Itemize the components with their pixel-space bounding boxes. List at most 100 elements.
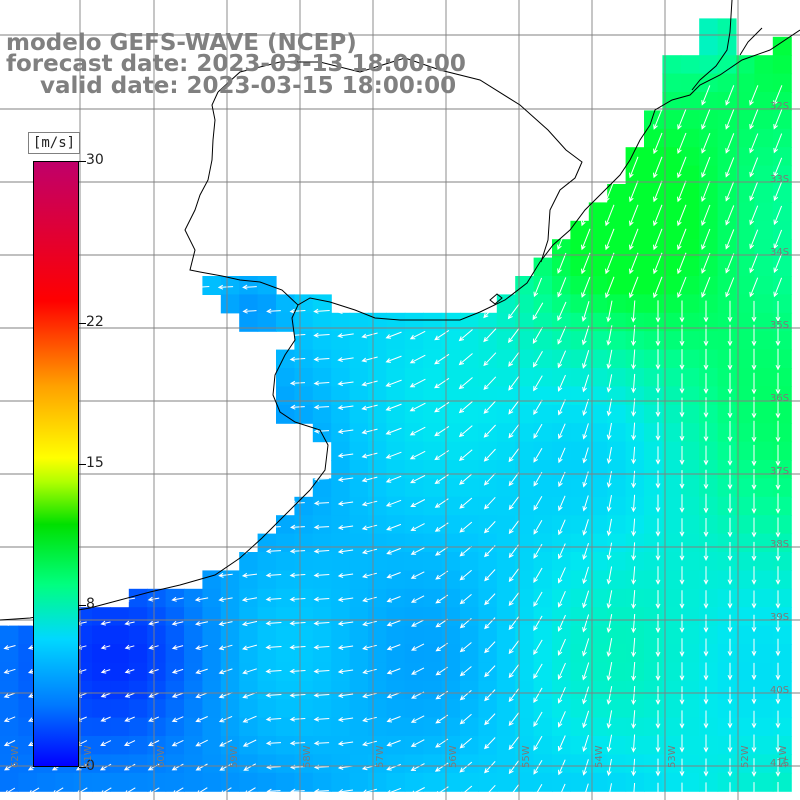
wind-arrow <box>194 597 209 602</box>
wind-speed-cell <box>644 699 663 719</box>
wind-arrow <box>386 668 401 675</box>
wind-arrow <box>751 686 757 705</box>
wind-arrow <box>581 228 591 251</box>
wind-speed-cell <box>607 423 627 443</box>
wind-speed-cell <box>386 552 406 571</box>
wind-arrow <box>703 590 709 609</box>
wind-speed-cell <box>460 607 479 627</box>
wind-speed-cell <box>515 331 535 351</box>
wind-speed-cell <box>680 184 700 203</box>
wind-speed-cell <box>570 736 590 755</box>
wind-speed-cell <box>552 257 571 277</box>
wind-arrow <box>655 566 661 585</box>
wind-arrow <box>265 716 282 722</box>
wind-arrow <box>557 277 567 298</box>
wind-speed-cell <box>699 552 719 571</box>
wind-arrow <box>361 476 378 483</box>
wind-speed-cell <box>588 533 608 553</box>
wind-speed-cell <box>736 552 755 571</box>
wind-speed-cell <box>588 588 608 608</box>
wind-speed-cell <box>644 717 663 737</box>
wind-arrow <box>313 716 330 722</box>
wind-speed-cell <box>552 404 571 424</box>
wind-arrow <box>703 373 709 395</box>
wind-speed-cell <box>772 202 792 222</box>
wind-arrow <box>582 783 589 800</box>
wind-speed-cell <box>533 588 553 608</box>
wind-speed-cell <box>460 386 479 406</box>
wind-speed-cell <box>423 349 443 369</box>
wind-arrow <box>337 524 354 530</box>
wind-speed-cell <box>331 736 351 755</box>
wind-speed-cell <box>699 73 719 93</box>
wind-arrow <box>677 228 687 251</box>
wind-speed-cell <box>294 607 314 627</box>
wind-speed-cell <box>478 607 498 627</box>
colorbar-tick-label: 22 <box>86 313 104 330</box>
wind-arrow <box>362 716 377 723</box>
wind-speed-cell <box>220 754 240 774</box>
wind-speed-cell <box>331 478 351 498</box>
wind-speed-cell <box>644 460 663 479</box>
wind-arrow <box>703 734 709 753</box>
wind-speed-cell <box>607 533 627 553</box>
wind-speed-cell <box>220 294 240 314</box>
wind-speed-cell <box>496 607 516 627</box>
wind-speed-cell <box>717 699 737 719</box>
wind-speed-cell <box>736 515 755 535</box>
wind-speed-cell <box>680 257 700 277</box>
wind-speed-cell <box>184 588 203 608</box>
wind-speed-cell <box>165 772 185 792</box>
wind-speed-cell <box>625 588 645 608</box>
wind-arrow <box>775 301 781 323</box>
wind-arrow <box>410 523 425 531</box>
wind-arrow <box>679 446 685 466</box>
wind-arrow <box>751 372 757 395</box>
wind-arrow <box>508 375 520 391</box>
wind-arrow <box>606 614 613 633</box>
wind-arrow <box>751 469 757 491</box>
wind-arrow <box>727 638 733 657</box>
wind-speed-cell <box>680 276 700 295</box>
wind-arrow <box>290 500 305 506</box>
wind-speed-cell <box>441 515 461 535</box>
wind-arrow <box>313 356 330 362</box>
wind-arrow <box>533 277 543 298</box>
wind-arrow <box>775 372 781 395</box>
wind-speed-cell <box>736 184 755 203</box>
wind-arrow <box>195 644 208 650</box>
wind-arrow <box>171 739 184 747</box>
wind-speed-cell <box>496 588 516 608</box>
wind-arrow <box>484 689 496 702</box>
wind-arrow <box>533 447 543 463</box>
wind-speed-cell <box>423 404 443 424</box>
wind-speed-cell <box>552 533 571 553</box>
wind-speed-cell <box>312 680 332 700</box>
wind-speed-cell <box>607 404 627 424</box>
wind-arrow <box>655 373 661 394</box>
wind-speed-cell <box>478 662 498 682</box>
wind-speed-cell <box>552 680 571 700</box>
wind-speed-cell <box>496 312 516 332</box>
wind-arrow <box>508 592 520 607</box>
wind-speed-cell <box>772 110 792 130</box>
wind-speed-cell <box>625 441 645 461</box>
wind-speed-cell <box>368 368 387 387</box>
wind-arrow <box>631 686 637 705</box>
wind-speed-cell <box>276 588 295 608</box>
wind-speed-cell <box>772 294 792 314</box>
wind-arrow <box>171 716 184 723</box>
wind-speed-cell <box>386 460 406 479</box>
wind-arrow <box>557 711 566 728</box>
wind-speed-cell <box>202 625 222 645</box>
wind-speed-cell <box>772 165 792 185</box>
wind-speed-cell <box>368 625 387 645</box>
latitude-label: 32S <box>770 101 790 112</box>
wind-speed-cell <box>368 312 387 332</box>
wind-speed-cell <box>570 644 590 663</box>
wind-arrow <box>411 667 425 675</box>
wind-speed-cell <box>588 276 608 295</box>
wind-arrow <box>4 787 16 795</box>
wind-speed-cell <box>386 699 406 719</box>
wind-speed-cell <box>441 441 461 461</box>
